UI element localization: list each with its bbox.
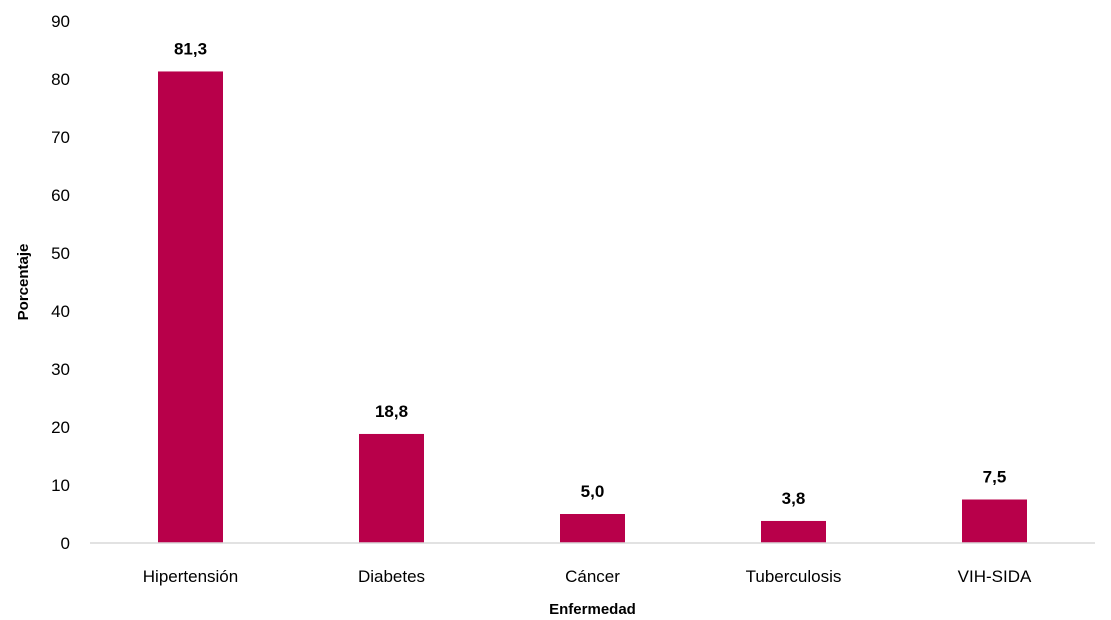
y-tick-label: 70 bbox=[51, 128, 70, 147]
data-label: 81,3 bbox=[174, 39, 207, 58]
y-tick-label: 60 bbox=[51, 186, 70, 205]
x-axis-title: Enfermedad bbox=[549, 601, 636, 618]
data-label: 18,8 bbox=[375, 402, 408, 421]
y-tick-label: 40 bbox=[51, 302, 70, 321]
x-axis-category-labels: Hipertensión Diabetes Cáncer Tuberculosis VI… bbox=[143, 567, 1032, 586]
x-tick-label: Cáncer bbox=[565, 567, 620, 586]
y-axis-ticks: 0 10 20 30 40 50 60 70 80 90 bbox=[51, 12, 70, 553]
bar bbox=[158, 71, 223, 544]
bar bbox=[761, 520, 826, 543]
data-labels: 81,3 18,8 5,0 3,8 7,5 bbox=[174, 39, 1007, 508]
bar bbox=[359, 433, 424, 543]
y-tick-label: 90 bbox=[51, 12, 70, 31]
bars bbox=[158, 71, 1027, 544]
y-tick-label: 80 bbox=[51, 70, 70, 89]
x-tick-label: Tuberculosis bbox=[746, 567, 842, 586]
x-tick-label: VIH-SIDA bbox=[958, 567, 1032, 586]
bar bbox=[560, 514, 625, 543]
data-label: 7,5 bbox=[983, 468, 1007, 487]
y-axis-title: Porcentaje bbox=[15, 244, 32, 321]
x-tick-label: Hipertensión bbox=[143, 567, 238, 586]
data-label: 3,8 bbox=[782, 489, 806, 508]
x-tick-label: Diabetes bbox=[358, 567, 425, 586]
y-tick-label: 50 bbox=[51, 244, 70, 263]
bar bbox=[962, 499, 1027, 543]
y-tick-label: 30 bbox=[51, 360, 70, 379]
y-tick-label: 20 bbox=[51, 418, 70, 437]
y-tick-label: 0 bbox=[61, 534, 70, 553]
y-tick-label: 10 bbox=[51, 476, 70, 495]
data-label: 5,0 bbox=[581, 482, 605, 501]
